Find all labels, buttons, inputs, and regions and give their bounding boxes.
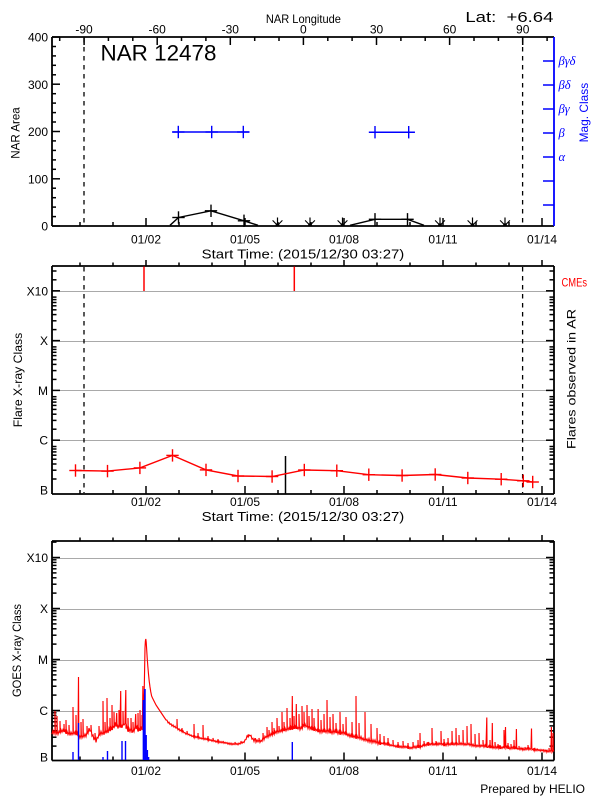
svg-text:30: 30 <box>370 23 384 37</box>
svg-text:B: B <box>40 484 48 498</box>
svg-text:01/05: 01/05 <box>230 495 260 509</box>
svg-text:CMEs: CMEs <box>562 275 588 289</box>
svg-text:01/14: 01/14 <box>527 764 557 778</box>
svg-text:Flares observed in AR: Flares observed in AR <box>565 309 579 449</box>
svg-text:Start Time: (2015/12/30 03:27): Start Time: (2015/12/30 03:27) <box>202 247 405 262</box>
svg-text:01/14: 01/14 <box>527 233 557 247</box>
svg-text:β: β <box>558 126 566 140</box>
svg-text:01/05: 01/05 <box>230 764 260 778</box>
svg-text:Prepared by HELIO: Prepared by HELIO <box>480 782 585 796</box>
svg-text:300: 300 <box>28 78 48 92</box>
svg-text:-30: -30 <box>222 23 240 37</box>
svg-text:NAR Longitude: NAR Longitude <box>266 12 341 26</box>
svg-text:01/08: 01/08 <box>329 764 359 778</box>
svg-text:X: X <box>40 334 48 348</box>
svg-text:Lat: +6.64: Lat: +6.64 <box>465 9 553 26</box>
svg-text:C: C <box>39 704 48 718</box>
svg-text:C: C <box>39 434 48 448</box>
svg-text:NAR 12478: NAR 12478 <box>101 41 217 66</box>
svg-text:01/08: 01/08 <box>329 495 359 509</box>
svg-text:βγ: βγ <box>558 102 571 116</box>
svg-text:-60: -60 <box>149 23 167 37</box>
svg-text:GOES X-ray Class: GOES X-ray Class <box>10 604 24 697</box>
svg-text:Start Time: (2015/12/30 03:27): Start Time: (2015/12/30 03:27) <box>202 509 405 524</box>
svg-text:01/14: 01/14 <box>527 495 557 509</box>
svg-text:Mag. Class: Mag. Class <box>577 83 591 143</box>
svg-text:01/02: 01/02 <box>131 233 161 247</box>
svg-text:X10: X10 <box>27 284 49 298</box>
svg-text:01/05: 01/05 <box>230 233 260 247</box>
svg-text:01/11: 01/11 <box>428 764 457 778</box>
svg-text:NAR Area: NAR Area <box>9 107 23 159</box>
svg-text:01/02: 01/02 <box>131 764 161 778</box>
svg-text:M: M <box>38 653 48 667</box>
svg-text:-90: -90 <box>75 23 93 37</box>
svg-text:M: M <box>38 384 48 398</box>
svg-text:60: 60 <box>443 23 457 37</box>
svg-text:X10: X10 <box>27 551 49 565</box>
svg-text:βγδ: βγδ <box>558 54 576 68</box>
svg-text:200: 200 <box>28 125 48 139</box>
svg-text:100: 100 <box>28 172 48 186</box>
svg-text:B: B <box>40 751 48 765</box>
svg-text:α: α <box>559 150 566 164</box>
svg-text:01/11: 01/11 <box>428 233 457 247</box>
svg-text:βδ: βδ <box>558 78 571 92</box>
svg-text:0: 0 <box>41 220 48 234</box>
svg-text:90: 90 <box>516 23 530 37</box>
svg-text:X: X <box>40 602 48 616</box>
svg-text:400: 400 <box>28 31 48 45</box>
svg-text:0: 0 <box>300 23 307 37</box>
svg-text:01/02: 01/02 <box>131 495 161 509</box>
svg-text:01/08: 01/08 <box>329 233 359 247</box>
svg-text:Flare X-ray Class: Flare X-ray Class <box>11 333 25 428</box>
svg-text:01/11: 01/11 <box>428 495 457 509</box>
